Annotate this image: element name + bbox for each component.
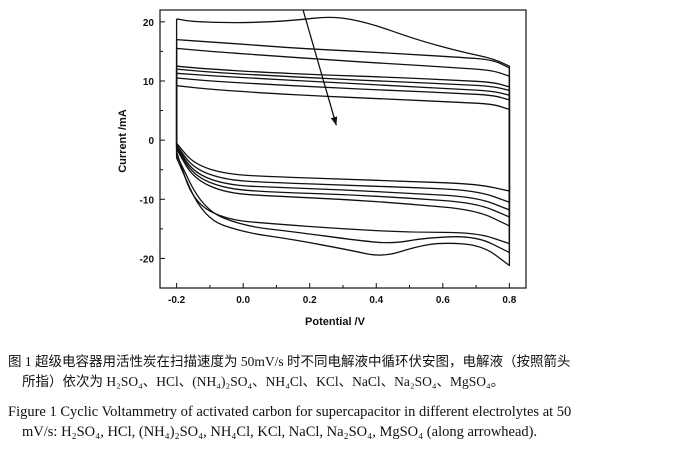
cv-plot: -0.2 0.0 0.2 0.4 0.6 0.8 20 10 0 -10 -20 Potential … [117,9,527,328]
electrolyte-order-arrow [302,9,337,126]
y-axis-title: Current /mA [117,109,129,173]
caption-english-line1: Figure 1 Cyclic Voltammetry of activated… [8,404,572,420]
y-tick-label: -10 [140,195,155,206]
y-tick-label: 20 [143,18,155,29]
caption-chinese-line2: 所指）依次为 H₂SO₄、HCl、(NH₄)₂SO₄、NH₄Cl、KCl、NaC… [22,374,505,389]
arrow-head-icon [330,116,338,126]
y-tick-label: 10 [143,77,155,88]
x-tick-label: 0.8 [502,295,516,306]
cv-loop-7 [175,77,511,203]
caption-chinese-line1: 图 1 超级电容器用活性炭在扫描速度为 50mV/s 时不同电解液中循环伏安图，… [8,354,571,369]
x-tick-label: 0.2 [303,295,317,306]
cv-loop-2 [175,38,511,254]
caption-chinese: 图 1 超级电容器用活性炭在扫描速度为 50mV/s 时不同电解液中循环伏安图，… [8,352,684,392]
cv-chart: -0.2 0.0 0.2 0.4 0.6 0.8 20 10 0 -10 -20 Potential … [117,9,527,328]
caption-english-line2: mV/s: H₂SO₄, HCl, (NH₄)₂SO₄, NH₄Cl, KCl,… [22,424,538,440]
y-tick-label: -20 [140,254,155,265]
cv-loop-4 [175,65,511,227]
y-tick-label: 0 [148,136,154,147]
cv-loop-1 [175,16,511,267]
x-tick-label: 0.6 [436,295,450,306]
x-axis-title: Potential /V [305,316,366,328]
x-tick-label: 0.4 [369,295,383,306]
x-tick-label: 0.0 [236,295,250,306]
cv-loop-8 [175,85,511,192]
caption-english: Figure 1 Cyclic Voltammetry of activated… [8,402,684,442]
cv-loop-5 [175,68,511,218]
cv-loop-3 [175,47,511,245]
x-tick-label: -0.2 [168,295,186,306]
cv-loop-6 [175,72,511,211]
